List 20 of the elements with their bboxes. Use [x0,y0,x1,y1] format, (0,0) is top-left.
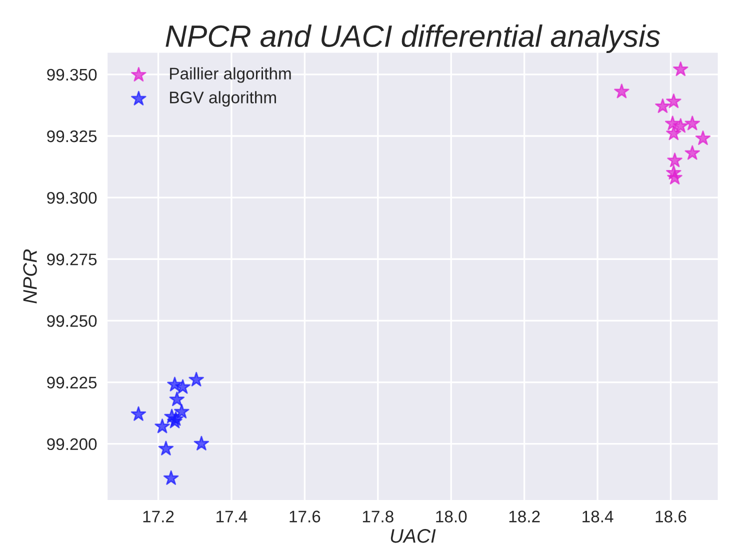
x-tick-label: 17.6 [290,510,320,522]
legend-label: BGV algorithm [170,91,276,107]
x-tick-label: 18.2 [509,510,540,522]
x-tick-label: 17.2 [143,510,174,522]
x-tick-label: 18.6 [656,510,686,522]
y-tick-label: 99.200 [47,438,97,450]
y-tick-label: 99.225 [47,376,97,388]
x-tick-label: 18.0 [436,510,467,522]
x-axis-title: UACI [390,529,436,543]
y-tick-label: 99.350 [47,68,97,81]
y-axis-title: NPCR [23,249,37,304]
x-tick-label: 18.4 [582,510,614,522]
y-tick-label: 99.250 [47,315,97,327]
chart-title: NPCR and UACI differential analysis [166,24,660,54]
y-tick-label: 99.300 [47,192,97,204]
y-tick-label: 99.275 [47,254,97,266]
x-tick-label: 17.8 [362,510,394,522]
x-tick-label: 17.4 [216,510,248,522]
y-tick-label: 99.325 [47,130,97,142]
legend-label: Paillier algorithm [170,67,291,83]
